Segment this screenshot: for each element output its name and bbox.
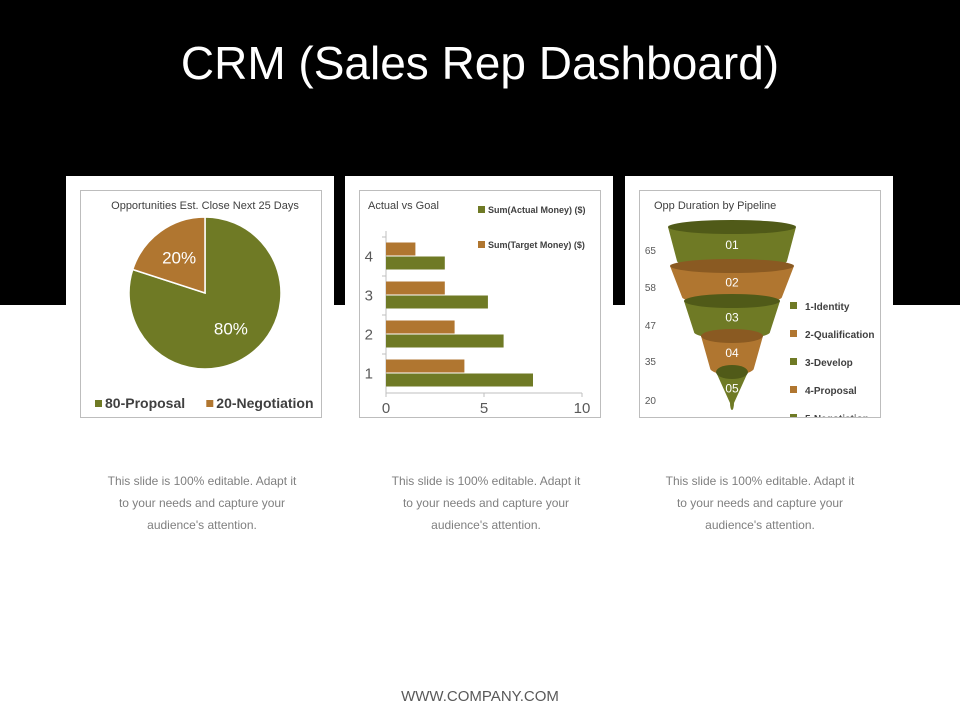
pie-chart-title: Opportunities Est. Close Next 25 Days <box>111 200 299 212</box>
x-tick-label: 5 <box>480 400 488 417</box>
legend-swatch <box>206 400 214 407</box>
funnel-segment-01 <box>668 227 796 268</box>
y-tick-label: 3 <box>365 288 373 305</box>
legend-label-80-Proposal: 80-Proposal <box>105 395 185 411</box>
pie-chart-frame: Opportunities Est. Close Next 25 Days 80%… <box>80 190 322 418</box>
y-tick-label: 1 <box>365 366 373 383</box>
funnel-segment-top <box>668 220 796 234</box>
pie-chart-card: Opportunities Est. Close Next 25 Days 80%… <box>66 176 334 432</box>
caption-line: This slide is 100% editable. Adapt it <box>665 474 855 488</box>
funnel-segment-top <box>670 259 794 273</box>
legend-label-4-Proposal: 4-Proposal <box>805 386 857 397</box>
caption-line: This slide is 100% editable. Adapt it <box>391 474 581 488</box>
pie-chart: Opportunities Est. Close Next 25 Days 80%… <box>95 200 314 411</box>
funnel-value-label: 47 <box>645 321 657 332</box>
funnel-stage-label: 04 <box>725 346 739 360</box>
caption-line: audience's attention. <box>147 518 257 532</box>
caption-line: to your needs and capture your <box>676 496 844 510</box>
pie-slice-label: 80% <box>214 320 248 339</box>
caption-line: audience's attention. <box>705 518 815 532</box>
funnel-stage-label: 02 <box>725 276 739 290</box>
bar-target-2 <box>386 320 455 334</box>
funnel-value-label: 35 <box>645 357 657 368</box>
legend-swatch <box>478 206 485 213</box>
funnel-segment-top <box>684 294 780 308</box>
bar-chart-title: Actual vs Goal <box>368 200 439 212</box>
legend-label-5-Negotiation: 5-Negotiation <box>805 414 869 417</box>
legend-label: Sum(Actual Money) ($) <box>488 205 586 215</box>
bar-target-1 <box>386 359 465 373</box>
caption-1: This slide is 100% editable. Adapt it to… <box>92 470 312 536</box>
bar-actual-4 <box>386 256 445 270</box>
footer-url: WWW.COMPANY.COM <box>401 688 559 705</box>
bar-actual-3 <box>386 295 488 309</box>
pie-slice-20-Negotiation <box>131 216 206 295</box>
bar-chart-frame: Actual vs Goal Sum(Actual Money) ($) Sum(T… <box>359 190 601 418</box>
bar-chart: Actual vs Goal Sum(Actual Money) ($) Sum(T… <box>365 200 591 417</box>
funnel-value-label: 65 <box>645 246 657 257</box>
legend-label-20-Negotiation: 20-Negotiation <box>216 395 313 411</box>
funnel-chart-frame: Opp Duration by Pipeline 01 65 1-Identity 02… <box>639 190 881 418</box>
caption-2: This slide is 100% editable. Adapt it to… <box>376 470 596 536</box>
funnel-segment-03 <box>684 301 780 339</box>
bar-actual-2 <box>386 334 504 348</box>
pie-slice-label: 20% <box>162 248 196 267</box>
bar-target-4 <box>386 242 416 256</box>
legend-swatch <box>790 330 797 337</box>
caption-3: This slide is 100% editable. Adapt it to… <box>650 470 870 536</box>
legend-label: Sum(Target Money) ($) <box>488 240 585 250</box>
legend-swatch <box>790 302 797 309</box>
legend-swatch <box>478 241 485 248</box>
bar-target-3 <box>386 281 445 295</box>
funnel-stage-label: 05 <box>725 382 739 396</box>
y-tick-label: 4 <box>365 249 373 266</box>
caption-line: This slide is 100% editable. Adapt it <box>107 474 297 488</box>
caption-line: to your needs and capture your <box>402 496 570 510</box>
x-tick-label: 10 <box>574 400 591 417</box>
funnel-segment-top <box>701 329 763 343</box>
funnel-chart-card: Opp Duration by Pipeline 01 65 1-Identity 02… <box>625 176 893 432</box>
legend-label-1-Identity: 1-Identity <box>805 302 850 313</box>
funnel-stage-label: 01 <box>725 238 739 252</box>
legend-label-2-Qualification: 2-Qualification <box>805 330 874 341</box>
legend-label-3-Develop: 3-Develop <box>805 358 853 369</box>
funnel-segment-top <box>716 365 748 379</box>
bar-chart-card: Actual vs Goal Sum(Actual Money) ($) Sum(T… <box>345 176 613 432</box>
caption-line: to your needs and capture your <box>118 496 286 510</box>
funnel-segment-05 <box>716 372 748 410</box>
bar-actual-1 <box>386 373 533 387</box>
funnel-segment-04 <box>701 336 763 375</box>
funnel-value-label: 58 <box>645 283 657 294</box>
legend-swatch <box>790 358 797 365</box>
legend-swatch <box>790 414 797 417</box>
funnel-segment-02 <box>670 266 794 304</box>
funnel-chart: Opp Duration by Pipeline 01 65 1-Identity 02… <box>645 200 874 417</box>
slide-title: CRM (Sales Rep Dashboard) <box>180 37 780 89</box>
funnel-stage-label: 03 <box>725 311 739 325</box>
legend-swatch <box>95 400 102 407</box>
funnel-chart-title: Opp Duration by Pipeline <box>654 200 776 212</box>
x-tick-label: 0 <box>382 400 390 417</box>
caption-line: audience's attention. <box>431 518 541 532</box>
y-tick-label: 2 <box>365 327 373 344</box>
funnel-value-label: 20 <box>645 396 657 407</box>
legend-swatch <box>790 386 797 393</box>
